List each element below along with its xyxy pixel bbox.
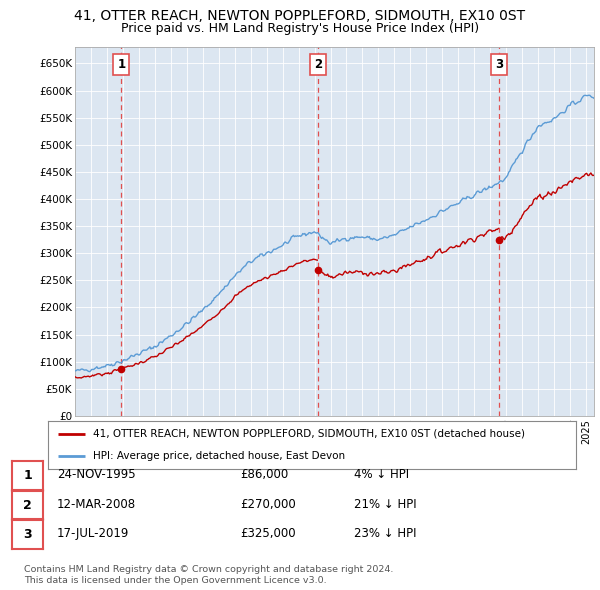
Text: 4% ↓ HPI: 4% ↓ HPI [354, 468, 409, 481]
Text: 24-NOV-1995: 24-NOV-1995 [57, 468, 136, 481]
Text: 2: 2 [23, 499, 32, 512]
Text: 12-MAR-2008: 12-MAR-2008 [57, 498, 136, 511]
FancyBboxPatch shape [310, 54, 326, 75]
Text: 17-JUL-2019: 17-JUL-2019 [57, 527, 130, 540]
Text: Price paid vs. HM Land Registry's House Price Index (HPI): Price paid vs. HM Land Registry's House … [121, 22, 479, 35]
Text: £270,000: £270,000 [240, 498, 296, 511]
Text: 21% ↓ HPI: 21% ↓ HPI [354, 498, 416, 511]
Text: 2: 2 [314, 58, 322, 71]
Text: 41, OTTER REACH, NEWTON POPPLEFORD, SIDMOUTH, EX10 0ST (detached house): 41, OTTER REACH, NEWTON POPPLEFORD, SIDM… [93, 429, 525, 439]
Text: HPI: Average price, detached house, East Devon: HPI: Average price, detached house, East… [93, 451, 345, 461]
Text: 23% ↓ HPI: 23% ↓ HPI [354, 527, 416, 540]
Text: Contains HM Land Registry data © Crown copyright and database right 2024.
This d: Contains HM Land Registry data © Crown c… [24, 565, 394, 585]
Text: 3: 3 [23, 528, 32, 541]
FancyBboxPatch shape [113, 54, 129, 75]
Text: 1: 1 [23, 469, 32, 482]
Text: £86,000: £86,000 [240, 468, 288, 481]
FancyBboxPatch shape [491, 54, 507, 75]
Text: 41, OTTER REACH, NEWTON POPPLEFORD, SIDMOUTH, EX10 0ST: 41, OTTER REACH, NEWTON POPPLEFORD, SIDM… [74, 9, 526, 23]
Text: 1: 1 [117, 58, 125, 71]
Text: £325,000: £325,000 [240, 527, 296, 540]
Text: 3: 3 [495, 58, 503, 71]
